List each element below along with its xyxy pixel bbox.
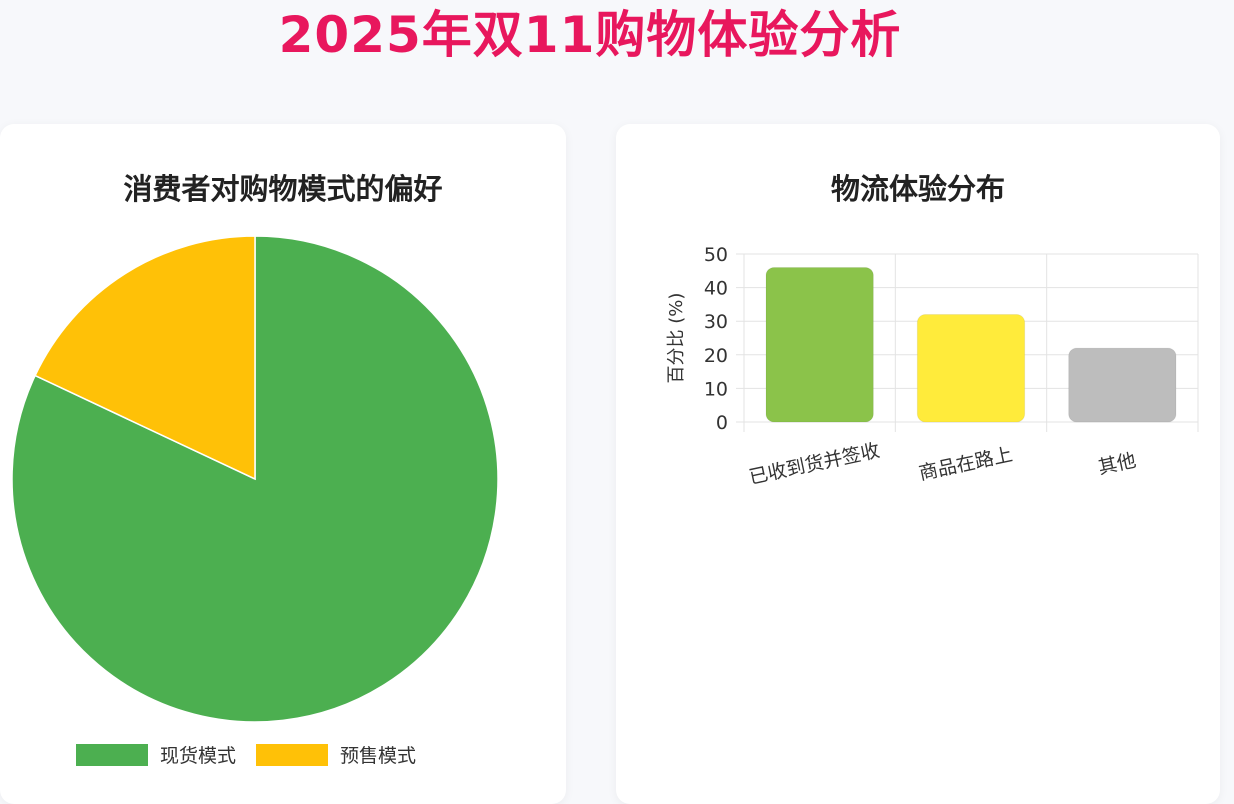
pie-chart-title: 消费者对购物模式的偏好: [123, 172, 443, 206]
bar-chart-card: 物流体验分布 0 10 20 30 40 50 百分比 (%) 已收到货并签收 商品在路上 其他: [616, 124, 1220, 804]
legend-swatch-presale: [256, 743, 329, 766]
page-title: 2025年双11购物体验分析: [278, 6, 902, 64]
bar-chart-title: 物流体验分布: [830, 172, 1005, 206]
x-tick-label: 已收到货并签收: [747, 440, 882, 489]
bar-0[interactable]: [765, 266, 874, 423]
bar-2[interactable]: [1068, 347, 1177, 423]
y-tick-label: 0: [716, 412, 728, 434]
bar-1[interactable]: [916, 313, 1026, 423]
pie-chart: [11, 235, 499, 723]
legend-label-spot: 现货模式: [160, 745, 237, 767]
legend-item-spot[interactable]: 现货模式: [76, 741, 236, 768]
pie-chart-card: 消费者对购物模式的偏好 现货模式 预售模式: [0, 124, 566, 804]
y-tick-label: 30: [704, 311, 728, 333]
legend-item-presale[interactable]: 预售模式: [256, 741, 416, 768]
x-tick-label: 商品在路上: [917, 443, 1015, 484]
y-tick-label: 20: [704, 345, 728, 367]
x-tick-label: 其他: [1096, 449, 1138, 478]
y-tick-label: 50: [704, 244, 728, 266]
pie-legend: 现货模式 预售模式: [76, 741, 424, 768]
y-axis-label: 百分比 (%): [666, 293, 687, 384]
legend-label-presale: 预售模式: [340, 745, 417, 767]
bar-chart: 0 10 20 30 40 50 百分比 (%) 已收到货并签收 商品在路上 其他: [666, 244, 1199, 489]
pie-slice-1[interactable]: [34, 235, 256, 481]
y-tick-label: 40: [704, 278, 728, 300]
y-tick-label: 10: [704, 378, 728, 400]
legend-swatch-spot: [76, 743, 148, 766]
